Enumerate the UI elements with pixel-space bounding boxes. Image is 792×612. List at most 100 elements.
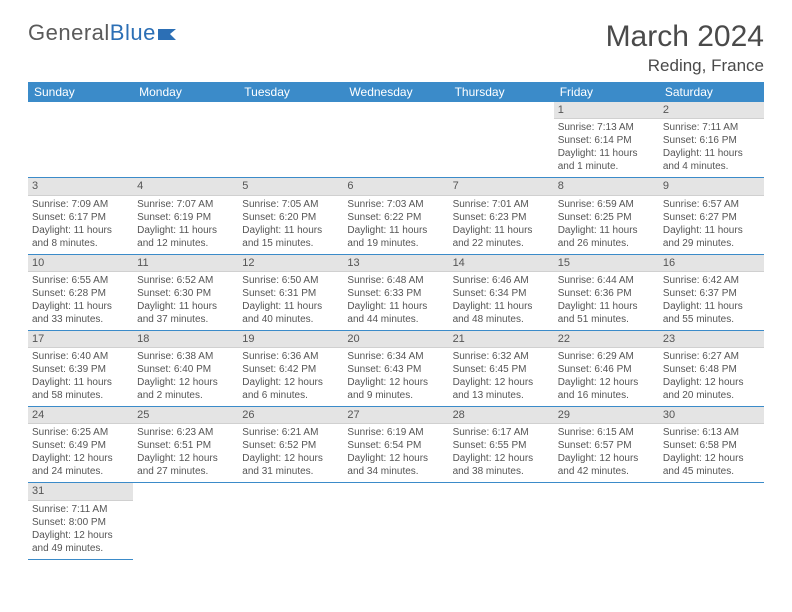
calendar-cell: 18Sunrise: 6:38 AMSunset: 6:40 PMDayligh…	[133, 330, 238, 406]
daylight-text: Daylight: 12 hours and 42 minutes.	[558, 452, 655, 478]
sunrise-text: Sunrise: 7:09 AM	[32, 198, 129, 211]
day-content: Sunrise: 6:50 AMSunset: 6:31 PMDaylight:…	[238, 272, 343, 330]
calendar-cell: 13Sunrise: 6:48 AMSunset: 6:33 PMDayligh…	[343, 254, 448, 330]
day-content: Sunrise: 6:44 AMSunset: 6:36 PMDaylight:…	[554, 272, 659, 330]
daylight-text: Daylight: 12 hours and 2 minutes.	[137, 376, 234, 402]
day-content: Sunrise: 6:59 AMSunset: 6:25 PMDaylight:…	[554, 196, 659, 254]
sunset-text: Sunset: 6:22 PM	[347, 211, 444, 224]
location: Reding, France	[606, 56, 764, 76]
daylight-text: Daylight: 12 hours and 31 minutes.	[242, 452, 339, 478]
day-number: 2	[659, 102, 764, 119]
day-content: Sunrise: 7:11 AMSunset: 6:16 PMDaylight:…	[659, 119, 764, 177]
daylight-text: Daylight: 11 hours and 29 minutes.	[663, 224, 760, 250]
calendar-cell: 6Sunrise: 7:03 AMSunset: 6:22 PMDaylight…	[343, 178, 448, 254]
sunrise-text: Sunrise: 6:15 AM	[558, 426, 655, 439]
header: GeneralBlue March 2024 Reding, France	[28, 20, 764, 76]
sunset-text: Sunset: 6:25 PM	[558, 211, 655, 224]
calendar-cell: 2Sunrise: 7:11 AMSunset: 6:16 PMDaylight…	[659, 102, 764, 178]
day-content: Sunrise: 7:03 AMSunset: 6:22 PMDaylight:…	[343, 196, 448, 254]
calendar-cell: 9Sunrise: 6:57 AMSunset: 6:27 PMDaylight…	[659, 178, 764, 254]
day-content: Sunrise: 6:15 AMSunset: 6:57 PMDaylight:…	[554, 424, 659, 482]
day-content: Sunrise: 6:29 AMSunset: 6:46 PMDaylight:…	[554, 348, 659, 406]
daylight-text: Daylight: 12 hours and 20 minutes.	[663, 376, 760, 402]
calendar-cell	[343, 102, 448, 178]
day-number: 1	[554, 102, 659, 119]
day-number: 5	[238, 178, 343, 195]
sunrise-text: Sunrise: 6:17 AM	[453, 426, 550, 439]
calendar-cell: 28Sunrise: 6:17 AMSunset: 6:55 PMDayligh…	[449, 407, 554, 483]
daylight-text: Daylight: 11 hours and 19 minutes.	[347, 224, 444, 250]
day-number: 13	[343, 255, 448, 272]
daylight-text: Daylight: 11 hours and 22 minutes.	[453, 224, 550, 250]
sunrise-text: Sunrise: 7:11 AM	[32, 503, 129, 516]
sunset-text: Sunset: 8:00 PM	[32, 516, 129, 529]
daylight-text: Daylight: 12 hours and 27 minutes.	[137, 452, 234, 478]
calendar-cell: 29Sunrise: 6:15 AMSunset: 6:57 PMDayligh…	[554, 407, 659, 483]
day-content: Sunrise: 6:34 AMSunset: 6:43 PMDaylight:…	[343, 348, 448, 406]
calendar-cell	[28, 102, 133, 178]
calendar-cell: 30Sunrise: 6:13 AMSunset: 6:58 PMDayligh…	[659, 407, 764, 483]
sunrise-text: Sunrise: 6:57 AM	[663, 198, 760, 211]
calendar-cell: 17Sunrise: 6:40 AMSunset: 6:39 PMDayligh…	[28, 330, 133, 406]
daylight-text: Daylight: 11 hours and 1 minute.	[558, 147, 655, 173]
calendar-cell: 25Sunrise: 6:23 AMSunset: 6:51 PMDayligh…	[133, 407, 238, 483]
calendar-cell: 3Sunrise: 7:09 AMSunset: 6:17 PMDaylight…	[28, 178, 133, 254]
day-number: 29	[554, 407, 659, 424]
day-content: Sunrise: 6:55 AMSunset: 6:28 PMDaylight:…	[28, 272, 133, 330]
sunset-text: Sunset: 6:14 PM	[558, 134, 655, 147]
day-number: 11	[133, 255, 238, 272]
sunrise-text: Sunrise: 7:11 AM	[663, 121, 760, 134]
daylight-text: Daylight: 12 hours and 38 minutes.	[453, 452, 550, 478]
day-content: Sunrise: 6:52 AMSunset: 6:30 PMDaylight:…	[133, 272, 238, 330]
sunrise-text: Sunrise: 6:48 AM	[347, 274, 444, 287]
sunset-text: Sunset: 6:23 PM	[453, 211, 550, 224]
sunset-text: Sunset: 6:46 PM	[558, 363, 655, 376]
sunrise-text: Sunrise: 6:13 AM	[663, 426, 760, 439]
sunset-text: Sunset: 6:40 PM	[137, 363, 234, 376]
day-content: Sunrise: 6:25 AMSunset: 6:49 PMDaylight:…	[28, 424, 133, 482]
calendar-cell: 31Sunrise: 7:11 AMSunset: 8:00 PMDayligh…	[28, 483, 133, 559]
sunset-text: Sunset: 6:43 PM	[347, 363, 444, 376]
day-content: Sunrise: 6:36 AMSunset: 6:42 PMDaylight:…	[238, 348, 343, 406]
weekday-header: Monday	[133, 82, 238, 102]
daylight-text: Daylight: 11 hours and 40 minutes.	[242, 300, 339, 326]
calendar-cell	[238, 483, 343, 559]
day-number: 31	[28, 483, 133, 500]
calendar-cell: 8Sunrise: 6:59 AMSunset: 6:25 PMDaylight…	[554, 178, 659, 254]
day-content: Sunrise: 6:21 AMSunset: 6:52 PMDaylight:…	[238, 424, 343, 482]
sunrise-text: Sunrise: 6:32 AM	[453, 350, 550, 363]
logo-text-blue: Blue	[110, 20, 156, 46]
calendar-cell: 27Sunrise: 6:19 AMSunset: 6:54 PMDayligh…	[343, 407, 448, 483]
day-content: Sunrise: 6:19 AMSunset: 6:54 PMDaylight:…	[343, 424, 448, 482]
sunrise-text: Sunrise: 6:27 AM	[663, 350, 760, 363]
daylight-text: Daylight: 11 hours and 8 minutes.	[32, 224, 129, 250]
calendar-cell: 23Sunrise: 6:27 AMSunset: 6:48 PMDayligh…	[659, 330, 764, 406]
calendar-cell	[449, 483, 554, 559]
day-content: Sunrise: 6:38 AMSunset: 6:40 PMDaylight:…	[133, 348, 238, 406]
calendar-body: 1Sunrise: 7:13 AMSunset: 6:14 PMDaylight…	[28, 102, 764, 559]
sunset-text: Sunset: 6:30 PM	[137, 287, 234, 300]
daylight-text: Daylight: 11 hours and 4 minutes.	[663, 147, 760, 173]
day-number: 9	[659, 178, 764, 195]
sunrise-text: Sunrise: 7:01 AM	[453, 198, 550, 211]
day-content: Sunrise: 6:27 AMSunset: 6:48 PMDaylight:…	[659, 348, 764, 406]
sunrise-text: Sunrise: 6:52 AM	[137, 274, 234, 287]
sunset-text: Sunset: 6:33 PM	[347, 287, 444, 300]
sunset-text: Sunset: 6:28 PM	[32, 287, 129, 300]
day-content: Sunrise: 6:13 AMSunset: 6:58 PMDaylight:…	[659, 424, 764, 482]
calendar-cell: 26Sunrise: 6:21 AMSunset: 6:52 PMDayligh…	[238, 407, 343, 483]
day-content: Sunrise: 6:32 AMSunset: 6:45 PMDaylight:…	[449, 348, 554, 406]
sunset-text: Sunset: 6:19 PM	[137, 211, 234, 224]
calendar-cell: 5Sunrise: 7:05 AMSunset: 6:20 PMDaylight…	[238, 178, 343, 254]
daylight-text: Daylight: 11 hours and 58 minutes.	[32, 376, 129, 402]
calendar-table: SundayMondayTuesdayWednesdayThursdayFrid…	[28, 82, 764, 560]
sunrise-text: Sunrise: 6:40 AM	[32, 350, 129, 363]
sunset-text: Sunset: 6:31 PM	[242, 287, 339, 300]
daylight-text: Daylight: 12 hours and 45 minutes.	[663, 452, 760, 478]
day-number: 3	[28, 178, 133, 195]
daylight-text: Daylight: 11 hours and 48 minutes.	[453, 300, 550, 326]
sunrise-text: Sunrise: 6:59 AM	[558, 198, 655, 211]
sunset-text: Sunset: 6:20 PM	[242, 211, 339, 224]
flag-icon	[158, 20, 180, 46]
sunset-text: Sunset: 6:58 PM	[663, 439, 760, 452]
